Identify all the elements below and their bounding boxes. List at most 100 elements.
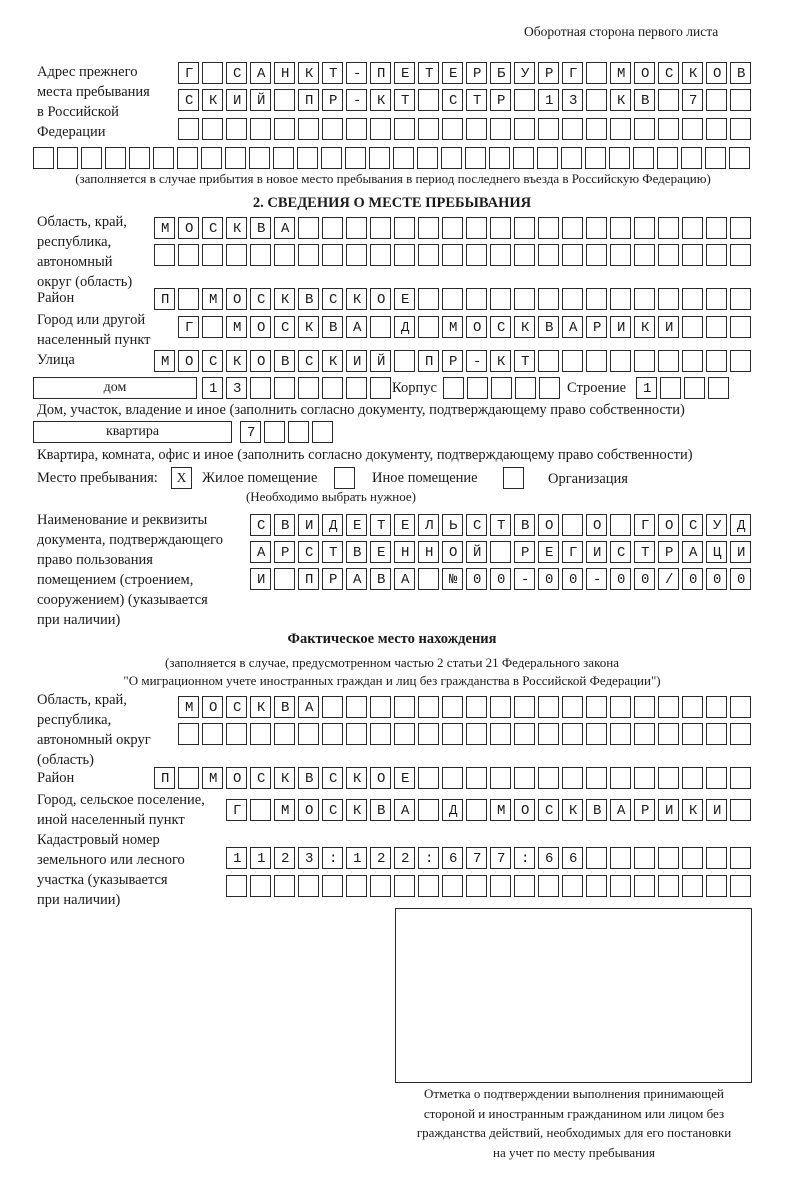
char-cell-fdistrict[interactable] (706, 767, 727, 789)
char-cell-freg2[interactable] (394, 723, 415, 745)
char-cell-cad2[interactable] (442, 875, 463, 897)
char-cell-freg2[interactable] (250, 723, 271, 745)
char-cell-building[interactable] (708, 377, 729, 399)
char-cell-doc2[interactable] (586, 541, 607, 563)
char-cell-cad2[interactable] (706, 875, 727, 897)
char-cell-street[interactable] (178, 350, 199, 372)
char-cell-district[interactable] (586, 288, 607, 310)
char-cell-prev4[interactable] (657, 147, 678, 169)
char-cell-fcity[interactable] (490, 799, 511, 821)
char-cell-city[interactable] (466, 316, 487, 338)
char-cell-freg1[interactable] (178, 696, 199, 718)
char-cell-fdistrict[interactable] (514, 767, 535, 789)
char-cell-house[interactable] (250, 377, 271, 399)
char-cell-house[interactable] (202, 377, 223, 399)
char-cell-fdistrict[interactable] (730, 767, 751, 789)
char-cell-prev2[interactable] (466, 89, 487, 111)
char-cell-freg2[interactable] (418, 723, 439, 745)
char-cell-doc1[interactable] (442, 514, 463, 536)
char-cell-doc3[interactable] (394, 568, 415, 590)
char-cell-cad2[interactable] (514, 875, 535, 897)
char-cell-reg2[interactable] (610, 244, 631, 266)
char-cell-prev2[interactable] (394, 89, 415, 111)
char-cell-prev4[interactable] (465, 147, 486, 169)
char-cell-reg1[interactable] (346, 217, 367, 239)
char-cell-prev4[interactable] (729, 147, 750, 169)
char-cell-prev3[interactable] (634, 118, 655, 140)
char-cell-prev3[interactable] (226, 118, 247, 140)
char-cell-prev4[interactable] (681, 147, 702, 169)
char-cell-fdistrict[interactable] (442, 767, 463, 789)
char-cell-korpus[interactable] (539, 377, 560, 399)
char-cell-reg1[interactable] (538, 217, 559, 239)
char-cell-reg2[interactable] (178, 244, 199, 266)
char-cell-reg2[interactable] (538, 244, 559, 266)
char-cell-freg2[interactable] (298, 723, 319, 745)
checkbox-residential[interactable]: X (171, 467, 192, 489)
char-cell-prev1[interactable] (658, 62, 679, 84)
char-cell-freg1[interactable] (274, 696, 295, 718)
char-cell-prev2[interactable] (490, 89, 511, 111)
char-cell-cad1[interactable] (610, 847, 631, 869)
char-cell-building[interactable] (684, 377, 705, 399)
char-cell-prev3[interactable] (562, 118, 583, 140)
char-cell-prev2[interactable] (610, 89, 631, 111)
char-cell-prev1[interactable] (610, 62, 631, 84)
char-cell-street[interactable] (154, 350, 175, 372)
char-cell-doc2[interactable] (370, 541, 391, 563)
char-cell-district[interactable] (322, 288, 343, 310)
char-cell-freg1[interactable] (466, 696, 487, 718)
char-cell-prev4[interactable] (585, 147, 606, 169)
char-cell-doc2[interactable] (730, 541, 751, 563)
char-cell-prev3[interactable] (490, 118, 511, 140)
char-cell-prev2[interactable] (562, 89, 583, 111)
char-cell-street[interactable] (394, 350, 415, 372)
char-cell-doc1[interactable] (634, 514, 655, 536)
char-cell-prev4[interactable] (561, 147, 582, 169)
char-cell-doc1[interactable] (610, 514, 631, 536)
char-cell-doc3[interactable] (514, 568, 535, 590)
char-cell-prev3[interactable] (682, 118, 703, 140)
flat-type-field[interactable]: квартира (33, 421, 232, 443)
checkbox-other-premises[interactable] (334, 467, 355, 489)
char-cell-prev4[interactable] (441, 147, 462, 169)
char-cell-freg2[interactable] (490, 723, 511, 745)
char-cell-reg1[interactable] (682, 217, 703, 239)
char-cell-prev2[interactable] (634, 89, 655, 111)
char-cell-cad1[interactable] (634, 847, 655, 869)
char-cell-doc2[interactable] (562, 541, 583, 563)
char-cell-fdistrict[interactable] (490, 767, 511, 789)
char-cell-freg1[interactable] (250, 696, 271, 718)
char-cell-house[interactable] (274, 377, 295, 399)
char-cell-freg1[interactable] (226, 696, 247, 718)
char-cell-reg2[interactable] (202, 244, 223, 266)
char-cell-city[interactable] (226, 316, 247, 338)
char-cell-street[interactable] (202, 350, 223, 372)
char-cell-district[interactable] (634, 288, 655, 310)
char-cell-city[interactable] (538, 316, 559, 338)
char-cell-doc3[interactable] (490, 568, 511, 590)
char-cell-fcity[interactable] (610, 799, 631, 821)
char-cell-freg2[interactable] (178, 723, 199, 745)
char-cell-prev2[interactable] (178, 89, 199, 111)
char-cell-street[interactable] (490, 350, 511, 372)
char-cell-prev1[interactable] (202, 62, 223, 84)
char-cell-fcity[interactable] (250, 799, 271, 821)
char-cell-city[interactable] (682, 316, 703, 338)
char-cell-prev3[interactable] (202, 118, 223, 140)
char-cell-fdistrict[interactable] (178, 767, 199, 789)
char-cell-cad1[interactable] (466, 847, 487, 869)
char-cell-doc3[interactable] (562, 568, 583, 590)
char-cell-cad1[interactable] (586, 847, 607, 869)
char-cell-fdistrict[interactable] (370, 767, 391, 789)
char-cell-reg1[interactable] (466, 217, 487, 239)
char-cell-district[interactable] (418, 288, 439, 310)
char-cell-doc2[interactable] (394, 541, 415, 563)
char-cell-reg2[interactable] (298, 244, 319, 266)
char-cell-prev2[interactable] (322, 89, 343, 111)
char-cell-reg1[interactable] (730, 217, 751, 239)
char-cell-reg1[interactable] (514, 217, 535, 239)
char-cell-reg2[interactable] (658, 244, 679, 266)
char-cell-prev3[interactable] (298, 118, 319, 140)
char-cell-prev3[interactable] (610, 118, 631, 140)
